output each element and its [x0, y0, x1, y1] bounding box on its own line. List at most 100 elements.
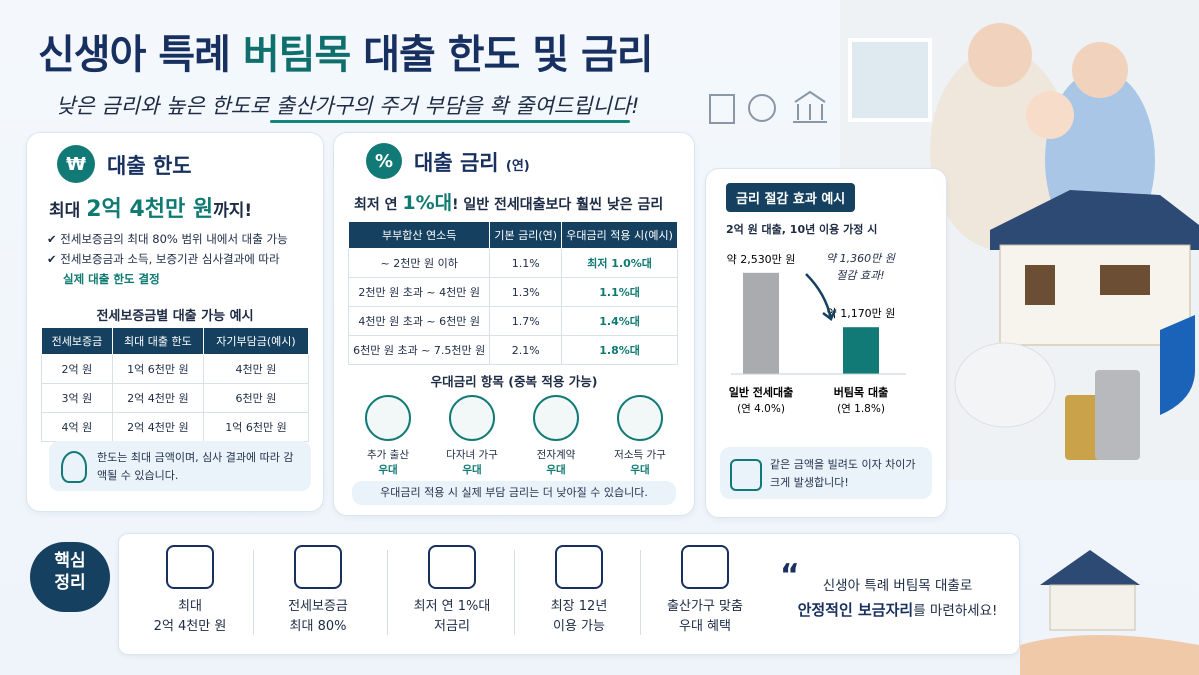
category-note: (연 4.0%): [737, 403, 785, 415]
header-cell: 전세보증금: [41, 327, 113, 355]
pref-icon: [533, 395, 579, 441]
highlight: 1%대: [402, 192, 453, 214]
table-row: 4억 원 2억 4천만 원 1억 6천만 원: [41, 412, 310, 442]
table-cell: ~ 2천만 원 이하: [347, 248, 491, 278]
table-cell: 1.3%: [489, 277, 563, 307]
note-box: 한도는 최대 금액이며, 심사 결과에 따라 감액될 수 있습니다.: [49, 441, 311, 491]
panel-heading: 대출 한도: [107, 154, 192, 178]
table-cell: 4천만 원: [202, 354, 310, 384]
rate-panel: % 대출 금리 (연) 최저 연 1%대! 일반 전세대출보다 훨씬 낮은 금리…: [333, 132, 695, 516]
header-row: 부부합산 연소득 기본 금리(연) 우대금리 적용 시(예시): [347, 221, 678, 249]
heading-text: 대출 금리: [414, 151, 499, 175]
table-cell: 1.1%: [489, 248, 563, 278]
table-cell: 2억 4천만 원: [111, 383, 204, 413]
table-cell: 2억 원: [41, 354, 113, 384]
table-cell: 6천만 원: [202, 383, 310, 413]
note-line: 크게 발생합니다!: [770, 475, 849, 489]
bullet-text: 전세보증금과 소득, 보증기관 심사결과에 따라: [60, 252, 280, 267]
header-cell: 자기부담금(예시): [202, 327, 310, 355]
note-line: 같은 금액을 빌려도 이자 차이가: [770, 458, 916, 471]
assumption: 2억 원 대출, 10년 이용 가정 시: [726, 223, 878, 236]
title-part: 버팀목: [242, 32, 351, 78]
note-box: 우대금리 적용 시 실제 부담 금리는 더 낮아질 수 있습니다.: [352, 481, 676, 505]
summary-icon: [294, 545, 342, 589]
summary-line: 최대 80%: [289, 619, 347, 635]
bullet: ✔ 전세보증금과 소득, 보증기관 심사결과에 따라: [47, 252, 280, 267]
father-head: [968, 23, 1032, 87]
table-cell: 4천만 원 초과 ~ 6천만 원: [347, 306, 491, 336]
summary-icon: [166, 545, 214, 589]
quote: “ 신생아 특례 버팀목 대출로 안정적인 보금자리를 마련하세요!: [780, 558, 1015, 623]
table-title: 전세보증금별 대출 가능 예시: [96, 309, 254, 324]
separator: [253, 550, 254, 635]
header-cell: 기본 금리(연): [489, 221, 563, 249]
annotation-line: 약 1,360만 원: [826, 252, 895, 265]
heading-suffix: (연): [505, 159, 530, 174]
summary-icon: [681, 545, 729, 589]
max-limit: 최대 2억 4천만 원까지!: [49, 191, 252, 223]
window: [848, 38, 932, 122]
pref-title: 우대금리 항목 (중복 적용 가능): [430, 374, 598, 389]
quote-line: 신생아 특례 버팀목 대출로: [822, 578, 973, 594]
arrow: [805, 273, 837, 321]
percent-icon: %: [366, 143, 402, 179]
table-cell: 6천만 원 초과 ~ 7.5천만 원: [347, 335, 491, 365]
summary-line: 최장 12년: [550, 599, 608, 614]
summary-line: 2억 4천만 원: [153, 619, 227, 635]
category-note: (연 1.8%): [837, 403, 885, 415]
summary-line: 출산가구 맞춤: [667, 599, 743, 614]
coins: [1065, 370, 1140, 460]
text: 최대: [49, 201, 87, 221]
piggy-bank: [954, 342, 1056, 428]
table-cell: 1.7%: [489, 306, 563, 336]
pref-sub: 우대: [546, 464, 566, 476]
bullets: ✔ 전세보증금의 최대 80% 범위 내에서 대출 가능 ✔ 전세보증금과 소득…: [47, 229, 288, 289]
underline: [270, 120, 630, 123]
bar: [843, 327, 879, 374]
pref-icon: [617, 395, 663, 441]
summary-item: 최대 2억 4천만 원: [130, 545, 250, 637]
pref-label: 전자계약: [536, 449, 576, 461]
value-label: 약 1,170만 원: [827, 306, 896, 320]
pref-label: 저소득 가구: [614, 449, 666, 461]
pref-items: 추가 출산 우대 다자녀 가구 우대 전자계약 우대 저소득 가구 우대: [348, 395, 680, 477]
savings-title: 금리 절감 효과 예시: [726, 183, 856, 212]
pref-label: 다자녀 가구: [446, 449, 498, 461]
pref-item: 저소득 가구 우대: [600, 395, 680, 477]
summary-line: 최저 연 1%대: [413, 599, 491, 614]
money-icon: ₩: [57, 145, 95, 183]
coin-icon: [730, 459, 762, 491]
pref-icon: [449, 395, 495, 441]
table-cell: 4억 원: [41, 412, 113, 442]
table-cell: 2천만 원 초과 ~ 4천만 원: [347, 277, 491, 307]
header-cell: 최대 대출 한도: [111, 327, 204, 355]
category-label: 버팀목 대출: [834, 385, 888, 399]
summary-icon: [428, 545, 476, 589]
text: 최저 연: [354, 197, 403, 213]
table-cell: 1.1%대: [561, 277, 678, 307]
title: 신생아 특례 버팀목 대출 한도 및 금리: [38, 22, 654, 80]
title-part: 신생아 특례: [38, 32, 243, 78]
note-text: 우대금리 적용 시 실제 부담 금리는 더 낮아질 수 있습니다.: [380, 486, 648, 499]
rate-lead: 최저 연 1%대! 일반 전세대출보다 훨씬 낮은 금리: [354, 188, 663, 215]
header-cell: 우대금리 적용 시(예시): [561, 221, 678, 249]
quote-emphasis: 안정적인 보금자리: [797, 600, 914, 619]
table-row: 6천만 원 초과 ~ 7.5천만 원 2.1% 1.8%대: [347, 335, 678, 365]
table-row: 4천만 원 초과 ~ 6천만 원 1.7% 1.4%대: [347, 306, 678, 336]
summary-icon: [555, 545, 603, 589]
summary-item: 최장 12년 이용 가능: [519, 545, 639, 637]
summary-item: 최저 연 1%대 저금리: [392, 545, 512, 637]
separator: [387, 550, 388, 635]
category-label: 일반 전세대출: [729, 385, 794, 399]
bullet: ✔ 전세보증금의 최대 80% 범위 내에서 대출 가능: [47, 232, 288, 246]
table-cell: 1억 6천만 원: [111, 354, 204, 384]
text: 까지!: [213, 201, 253, 221]
highlight: 2억 4천만 원: [86, 197, 214, 222]
summary-item: 전세보증금 최대 80%: [258, 545, 378, 637]
baby: [1026, 91, 1074, 139]
mother-head: [1072, 42, 1128, 98]
